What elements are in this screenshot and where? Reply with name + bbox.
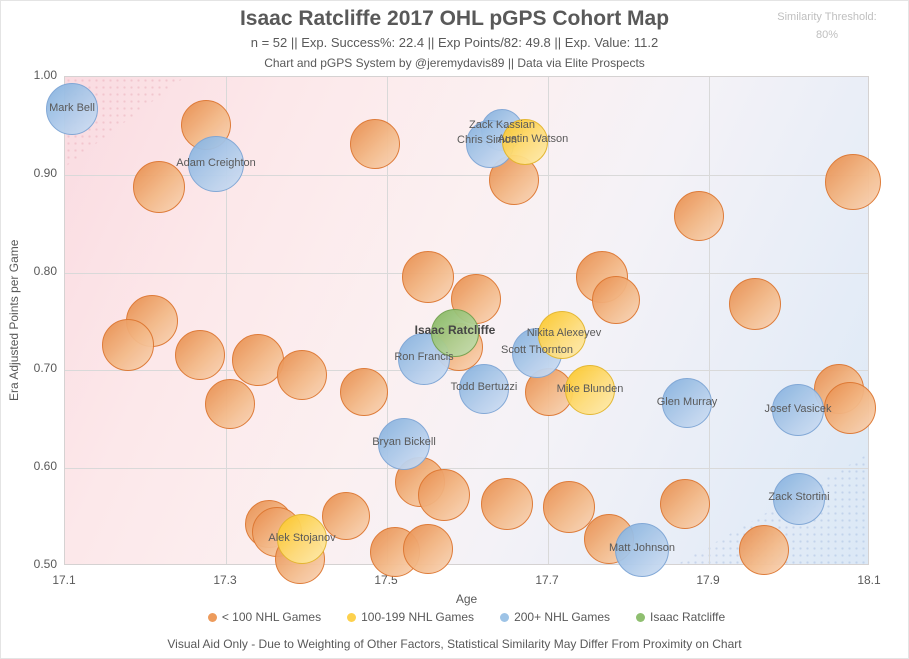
bubble-label-glen-murray: Glen Murray bbox=[656, 396, 718, 408]
gridline-horizontal bbox=[65, 273, 868, 274]
legend-item-100-199-nhl-games: 100-199 NHL Games bbox=[347, 610, 474, 624]
bubble-label-austin-watson: Austin Watson bbox=[497, 133, 569, 145]
bubble-label-alek-stojanov: Alek Stojanov bbox=[268, 532, 336, 544]
bubble-cohort-player bbox=[102, 319, 154, 371]
bubble-label-scott-thornton: Scott Thornton bbox=[501, 344, 573, 356]
gridline-vertical bbox=[387, 77, 388, 564]
bubble-isaac-ratcliffe bbox=[431, 309, 479, 357]
legend-label: < 100 NHL Games bbox=[221, 610, 322, 624]
x-axis-tick-label: 17.1 bbox=[52, 573, 76, 587]
y-axis-tick-label: 0.90 bbox=[33, 165, 57, 180]
legend-dot bbox=[636, 612, 645, 622]
bubble-mark-bell bbox=[46, 83, 98, 135]
bubble-cohort-player bbox=[133, 161, 185, 213]
bubble-label-matt-johnson: Matt Johnson bbox=[608, 542, 676, 554]
chart-legend: < 100 NHL Games 100-199 NHL Games 200+ NHL… bbox=[64, 610, 869, 624]
bubble-glen-murray bbox=[662, 378, 712, 428]
chart-credit-line: Chart and pGPS System by @jeremydavis89 … bbox=[264, 56, 645, 70]
y-axis-tick-label: 0.80 bbox=[33, 263, 57, 278]
bubble-todd-bertuzzi bbox=[459, 364, 509, 414]
bubble-josef-vasicek bbox=[772, 384, 824, 436]
bubble-label-josef-vasicek: Josef Vasicek bbox=[764, 403, 832, 415]
bubble-cohort-player bbox=[739, 525, 789, 575]
bubble-label-ron-francis: Ron Francis bbox=[394, 351, 454, 363]
gridline-vertical bbox=[226, 77, 227, 564]
bubble-cohort-player bbox=[729, 278, 781, 330]
bubble-cohort-player bbox=[660, 479, 710, 529]
bubble-alek-stojanov bbox=[277, 514, 327, 564]
similarity-threshold: Similarity Threshold: 80% bbox=[752, 9, 902, 44]
bubble-cohort-player bbox=[543, 481, 595, 533]
legend-label: 100-199 NHL Games bbox=[361, 610, 475, 624]
y-axis-tick-label: 0.70 bbox=[33, 361, 57, 376]
bubble-cohort-player bbox=[418, 469, 470, 521]
bubble-label-mark-bell: Mark Bell bbox=[49, 102, 95, 114]
bubble-label-zack-stortini: Zack Stortini bbox=[768, 491, 830, 503]
gridline-horizontal bbox=[65, 175, 868, 176]
chart-subtitle: n = 52 || Exp. Success%: 22.4 || Exp Poi… bbox=[250, 35, 659, 50]
x-axis-tick-label: 17.9 bbox=[696, 573, 720, 587]
bubble-bryan-bickell bbox=[378, 418, 430, 470]
x-axis-tick-label: 18.1 bbox=[857, 573, 881, 587]
bubble-label-isaac-ratcliffe: Isaac Ratcliffe bbox=[414, 323, 496, 337]
chart-footnote: Visual Aid Only - Due to Weighting of Ot… bbox=[167, 637, 742, 651]
bubble-cohort-player bbox=[824, 382, 876, 434]
bubble-label-chris-simon: Chris Simon bbox=[457, 134, 517, 146]
bubble-cohort-player bbox=[402, 251, 454, 303]
bubble-cohort-player bbox=[232, 334, 284, 386]
bubble-label-nikita-alexeyev: Nikita Alexeyev bbox=[526, 327, 602, 339]
bubble-cohort-player bbox=[825, 154, 881, 210]
bubble-austin-watson bbox=[502, 119, 548, 165]
bubble-matt-johnson bbox=[615, 523, 669, 577]
bubble-cohort-player bbox=[205, 379, 255, 429]
bubble-cohort-player bbox=[674, 191, 724, 241]
bubble-label-adam-creighton: Adam Creighton bbox=[176, 157, 256, 169]
similarity-threshold-label: Similarity Threshold: bbox=[777, 11, 877, 23]
y-axis-tick-label: 0.60 bbox=[33, 459, 57, 474]
bubble-cohort-player bbox=[175, 330, 225, 380]
bubble-label-mike-blunden: Mike Blunden bbox=[556, 383, 624, 395]
x-axis-tick-label: 17.3 bbox=[213, 573, 237, 587]
y-axis-tick-label: 0.50 bbox=[33, 557, 57, 571]
gridline-vertical bbox=[709, 77, 710, 564]
legend-dot bbox=[207, 612, 217, 622]
legend-item-isaac-ratcliffe: Isaac Ratcliffe bbox=[636, 610, 725, 624]
bubble-cohort-player bbox=[350, 119, 400, 169]
bubble-nikita-alexeyev bbox=[538, 311, 586, 359]
gridline-horizontal bbox=[65, 468, 868, 469]
bubble-cohort-player bbox=[340, 368, 388, 416]
bubble-cohort-player bbox=[277, 350, 327, 400]
bubble-zack-stortini bbox=[773, 473, 825, 525]
x-axis-tick-label: 17.7 bbox=[535, 573, 559, 587]
bubble-label-zack-kassian: Zack Kassian bbox=[468, 119, 536, 131]
y-axis-tick-label: 1.00 bbox=[33, 68, 57, 82]
legend-label: 200+ NHL Games bbox=[514, 610, 610, 624]
x-axis-title: Age bbox=[455, 592, 478, 606]
chart-title: Isaac Ratcliffe 2017 OHL pGPS Cohort Map bbox=[239, 7, 670, 30]
bubble-cohort-player bbox=[322, 492, 370, 540]
y-axis-title: Era Adjusted Points per Game bbox=[7, 239, 21, 402]
bubble-cohort-player bbox=[403, 524, 453, 574]
bubble-label-bryan-bickell: Bryan Bickell bbox=[372, 436, 436, 448]
bubble-label-todd-bertuzzi: Todd Bertuzzi bbox=[450, 381, 518, 393]
bubble-cohort-player bbox=[592, 276, 640, 324]
similarity-threshold-value: 80% bbox=[815, 28, 839, 41]
legend-item--100-nhl-games: < 100 NHL Games bbox=[207, 610, 322, 624]
bubble-mike-blunden bbox=[565, 365, 615, 415]
bubble-adam-creighton bbox=[188, 136, 244, 192]
plot-area: Mark Bell Adam Creighton Zack Kassian Chris… bbox=[46, 76, 881, 584]
legend-dot bbox=[500, 612, 510, 622]
legend-dot bbox=[347, 612, 357, 622]
bubble-cohort-player bbox=[481, 478, 533, 530]
legend-label: Isaac Ratcliffe bbox=[650, 610, 726, 624]
legend-item-200-nhl-games: 200+ NHL Games bbox=[500, 610, 610, 624]
